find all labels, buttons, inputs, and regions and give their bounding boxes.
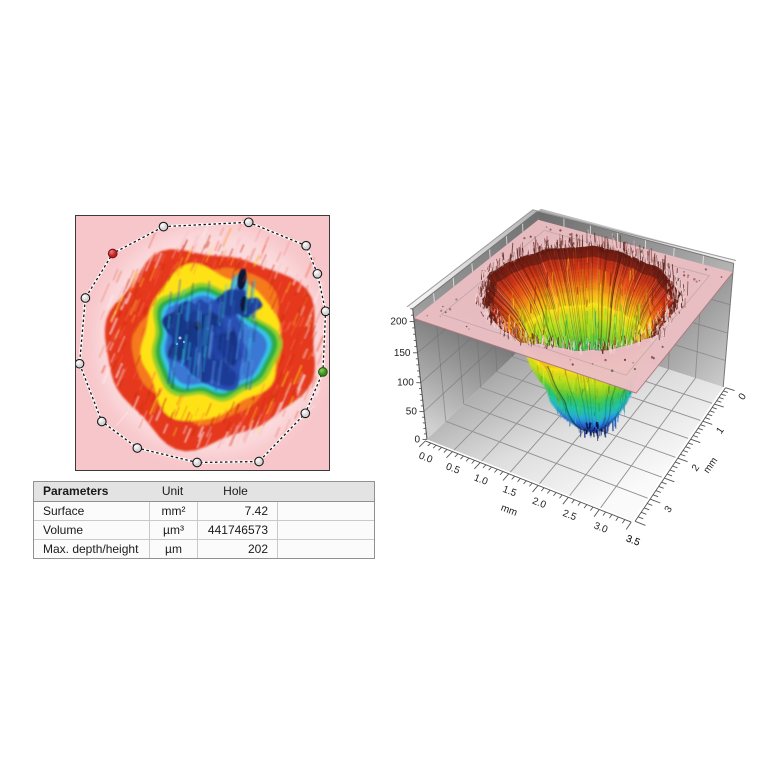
svg-text:3.5: 3.5	[624, 533, 641, 548]
svg-text:0: 0	[414, 434, 420, 445]
svg-text:1.5: 1.5	[501, 484, 518, 499]
svg-text:0.0: 0.0	[417, 451, 434, 466]
svg-text:150: 150	[394, 348, 411, 359]
svg-text:2.5: 2.5	[561, 508, 578, 523]
svg-text:2.0: 2.0	[531, 496, 548, 511]
svg-text:3: 3	[663, 504, 675, 515]
svg-text:50: 50	[406, 407, 418, 418]
svg-text:mm: mm	[499, 503, 519, 519]
svg-text:1: 1	[714, 425, 726, 436]
svg-text:0.5: 0.5	[444, 461, 461, 476]
svg-text:1.0: 1.0	[472, 473, 489, 488]
svg-text:3.5: 3.5	[624, 533, 641, 548]
svg-text:200: 200	[390, 317, 407, 328]
svg-text:3.0: 3.0	[592, 521, 609, 536]
svg-text:0: 0	[737, 391, 749, 402]
svg-text:2: 2	[690, 462, 702, 473]
svg-text:100: 100	[397, 378, 414, 389]
svg-text:mm: mm	[702, 456, 721, 476]
